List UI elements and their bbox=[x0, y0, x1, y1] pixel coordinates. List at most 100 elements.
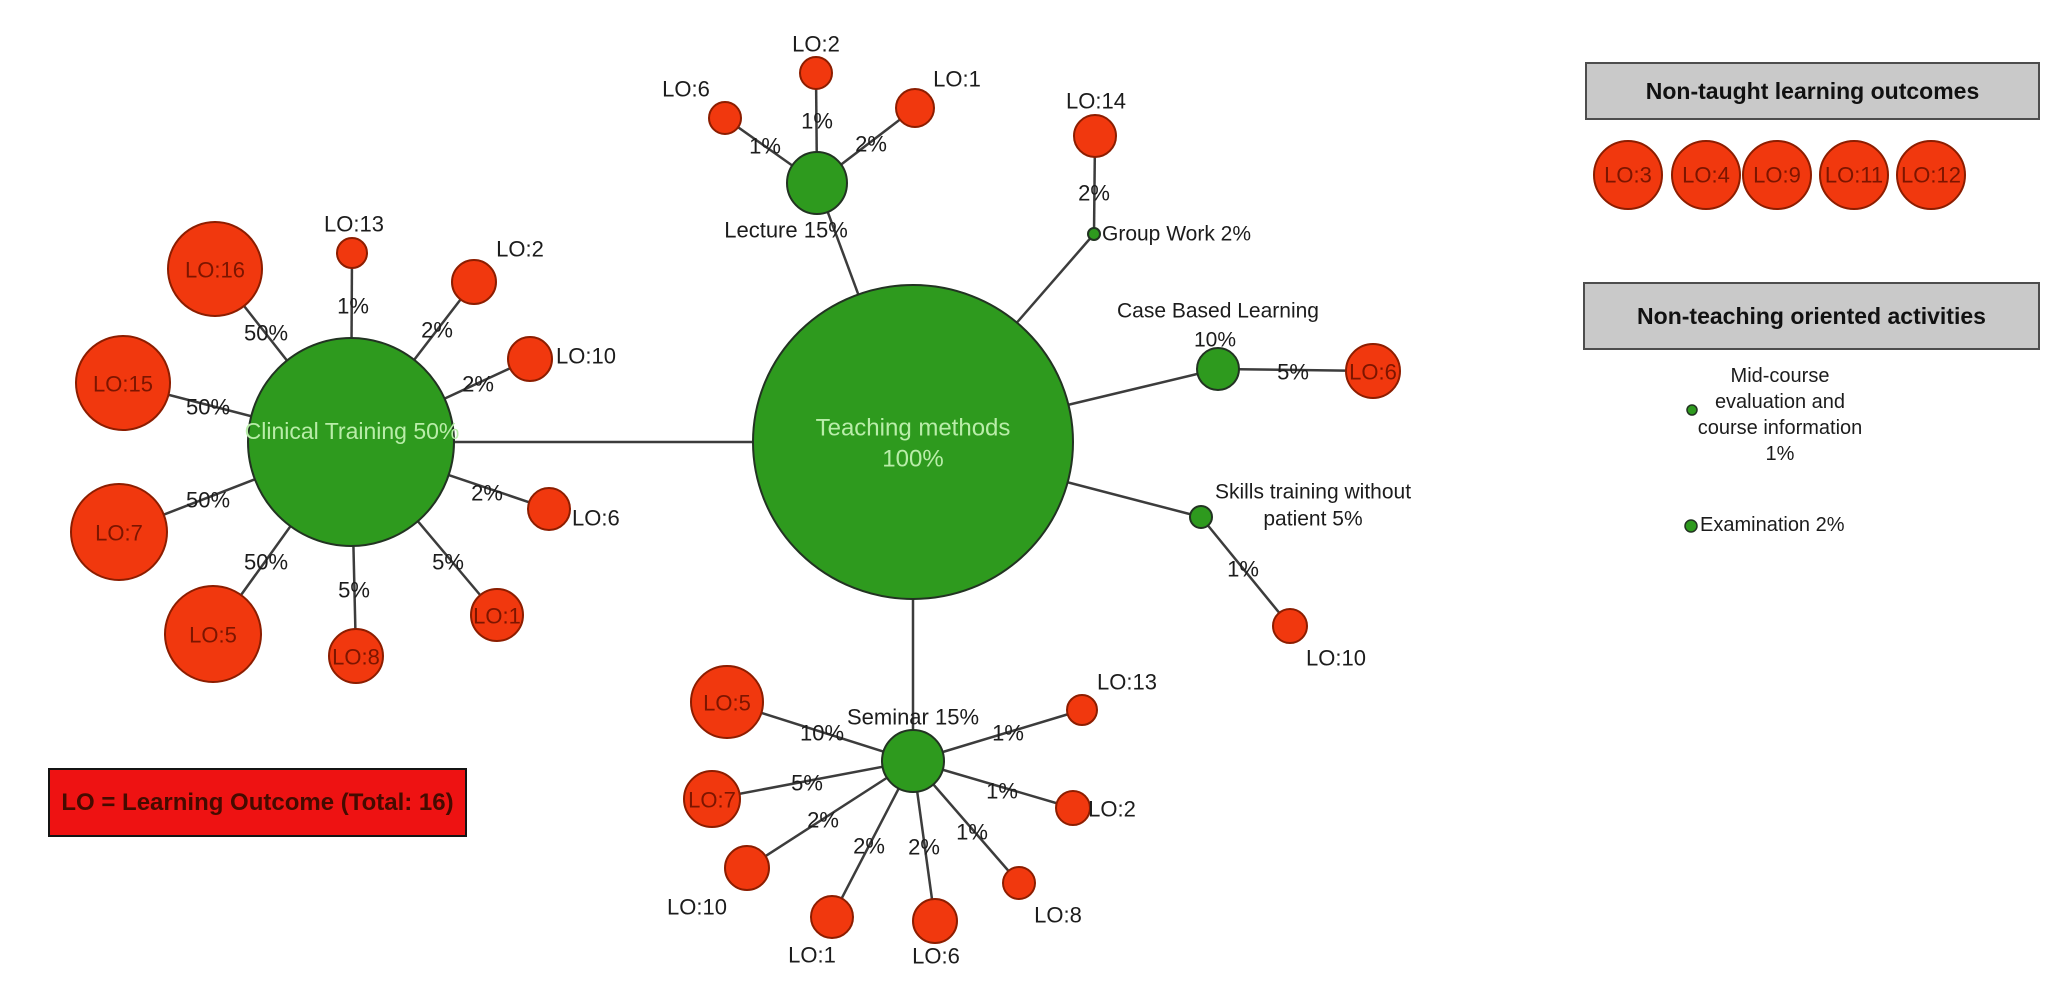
node-cbl-LO:6 bbox=[1345, 343, 1401, 399]
node-label-LO:10: LO:10 bbox=[667, 895, 727, 920]
hub-node-teaching bbox=[752, 284, 1074, 600]
edge-percent-label: 2% bbox=[908, 835, 940, 860]
node-label-LO:2: LO:2 bbox=[792, 32, 840, 57]
edge-percent-label: 5% bbox=[791, 771, 823, 796]
edge-percent-label: 1% bbox=[992, 721, 1024, 746]
edge-skills-LO:10 bbox=[1200, 516, 1291, 627]
node-label-LO:15: LO:15 bbox=[93, 372, 153, 397]
edge-percent-label: 2% bbox=[807, 808, 839, 833]
node-label-LO:13: LO:13 bbox=[324, 212, 384, 237]
node-label-LO:6: LO:6 bbox=[662, 77, 710, 102]
legend-node-LO:3 bbox=[1593, 140, 1663, 210]
edge-percent-label: 50% bbox=[244, 550, 288, 575]
hub-label-seminar: Seminar 15% bbox=[847, 705, 979, 730]
hub-label-teaching: Teaching methods bbox=[816, 415, 1011, 442]
node-label-LO:7: LO:7 bbox=[95, 521, 143, 546]
node-label-LO:7: LO:7 bbox=[688, 788, 736, 813]
hub-label-clinical: Clinical Training 50% bbox=[245, 418, 460, 444]
node-seminar-LO:8 bbox=[1002, 866, 1036, 900]
node-seminar-LO:1 bbox=[810, 895, 854, 939]
node-clinical-LO:2 bbox=[451, 259, 497, 305]
node-label-LO:10: LO:10 bbox=[1306, 646, 1366, 671]
node-label-LO:2: LO:2 bbox=[1088, 797, 1136, 822]
edge-percent-label: 2% bbox=[462, 372, 494, 397]
node-label-LO:5: LO:5 bbox=[189, 623, 237, 648]
legend-key-box: LO = Learning Outcome (Total: 16) bbox=[48, 768, 467, 837]
legend-box-non-teaching: Non-teaching oriented activities bbox=[1583, 282, 2040, 350]
hub-label-skills: patient 5% bbox=[1263, 508, 1362, 531]
node-lecture-LO:6 bbox=[708, 101, 742, 135]
node-clinical-LO:16 bbox=[167, 221, 263, 317]
node-label-LO:1: LO:1 bbox=[788, 943, 836, 968]
edge-seminar-LO:7 bbox=[711, 759, 914, 801]
node-clinical-LO:1 bbox=[470, 588, 524, 642]
node-seminar-LO:2 bbox=[1055, 790, 1091, 826]
legend-node-label: LO:4 bbox=[1682, 163, 1730, 188]
node-label-LO:6: LO:6 bbox=[912, 944, 960, 969]
edge-percent-label: 50% bbox=[186, 488, 230, 513]
midcourse-line-1: Mid-course bbox=[1730, 365, 1830, 387]
edge-percent-label: 1% bbox=[986, 779, 1018, 804]
hub-node-lecture bbox=[786, 151, 848, 215]
examination-dot bbox=[1684, 519, 1698, 533]
edge-percent-label: 1% bbox=[749, 134, 781, 159]
legend-node-LO:11 bbox=[1819, 140, 1889, 210]
edge-percent-label: 2% bbox=[421, 318, 453, 343]
legend-node-label: LO:9 bbox=[1753, 163, 1801, 188]
hub-node-cbl bbox=[1196, 347, 1240, 391]
legend-node-LO:12 bbox=[1896, 140, 1966, 210]
legend-title-non-taught: Non-taught learning outcomes bbox=[1645, 77, 1980, 104]
node-clinical-LO:5 bbox=[164, 585, 262, 683]
node-lecture-LO:1 bbox=[895, 88, 935, 128]
node-label-LO:6: LO:6 bbox=[572, 506, 620, 531]
node-clinical-LO:8 bbox=[328, 628, 384, 684]
hub-label-skills: Skills training without bbox=[1215, 481, 1411, 504]
node-label-LO:6: LO:6 bbox=[1349, 360, 1397, 385]
edge-percent-label: 1% bbox=[956, 820, 988, 845]
hub-label-lecture: Lecture 15% bbox=[724, 218, 848, 243]
node-label-LO:2: LO:2 bbox=[496, 237, 544, 262]
node-seminar-LO:13 bbox=[1066, 694, 1098, 726]
node-label-LO:13: LO:13 bbox=[1097, 670, 1157, 695]
node-clinical-LO:10 bbox=[507, 336, 553, 382]
midcourse-line-4: 1% bbox=[1765, 443, 1795, 465]
midcourse-line-3: course information bbox=[1697, 417, 1863, 439]
legend-node-LO:9 bbox=[1742, 140, 1812, 210]
node-skills-LO:10 bbox=[1272, 608, 1308, 644]
node-label-LO:14: LO:14 bbox=[1066, 89, 1126, 114]
edge-percent-label: 1% bbox=[337, 294, 369, 319]
edge-percent-label: 2% bbox=[855, 132, 887, 157]
edge-percent-label: 5% bbox=[338, 578, 370, 603]
hub-label-teaching: 100% bbox=[882, 446, 943, 473]
node-clinical-LO:15 bbox=[75, 335, 171, 431]
legend-node-label: LO:3 bbox=[1604, 163, 1652, 188]
legend-node-label: LO:12 bbox=[1901, 163, 1961, 188]
hub-label-group: Group Work 2% bbox=[1102, 223, 1251, 246]
node-clinical-LO:7 bbox=[70, 483, 168, 581]
node-label-LO:1: LO:1 bbox=[933, 67, 981, 92]
edge-percent-label: 50% bbox=[186, 395, 230, 420]
node-label-LO:5: LO:5 bbox=[703, 691, 751, 716]
hub-node-seminar bbox=[881, 729, 945, 793]
edge-seminar-LO:10 bbox=[746, 759, 914, 870]
node-seminar-LO:6 bbox=[912, 898, 958, 944]
node-group-LO:14 bbox=[1073, 114, 1117, 158]
edge-percent-label: 2% bbox=[471, 481, 503, 506]
edge-percent-label: 2% bbox=[1078, 181, 1110, 206]
hub-label-cbl: Case Based Learning bbox=[1117, 300, 1319, 323]
hub-node-skills bbox=[1189, 505, 1213, 529]
hub-node-group bbox=[1087, 227, 1101, 241]
edge-percent-label: 2% bbox=[853, 834, 885, 859]
legend-key-label: LO = Learning Outcome (Total: 16) bbox=[61, 788, 454, 816]
node-label-LO:1: LO:1 bbox=[473, 604, 521, 629]
edge-percent-label: 1% bbox=[801, 109, 833, 134]
edge-percent-label: 1% bbox=[1227, 557, 1259, 582]
legend-node-label: LO:11 bbox=[1825, 163, 1883, 188]
legend-title-non-teaching: Non-teaching oriented activities bbox=[1637, 302, 1986, 329]
node-lecture-LO:2 bbox=[799, 56, 833, 90]
edge-percent-label: 5% bbox=[432, 550, 464, 575]
node-label-LO:8: LO:8 bbox=[1034, 903, 1082, 928]
hub-label-cbl: 10% bbox=[1194, 329, 1236, 352]
